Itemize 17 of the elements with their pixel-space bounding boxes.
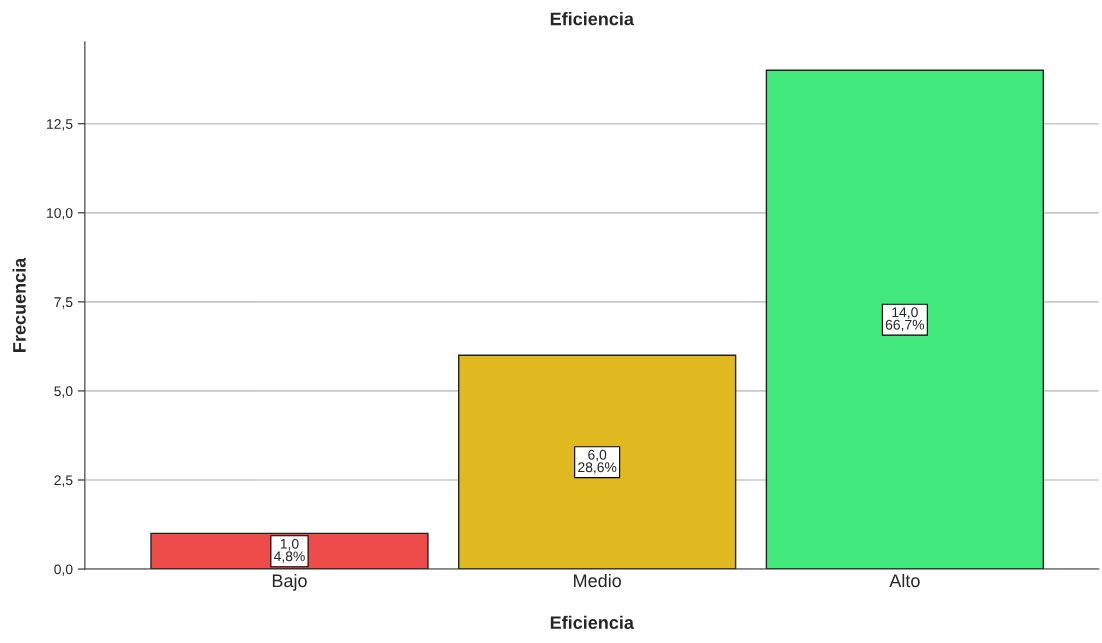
bar [458, 354, 737, 570]
y-tick-label: 2,5 [54, 475, 73, 487]
data-label: 14,0 66,7% [885, 307, 925, 332]
y-tick-label: 5,0 [54, 386, 73, 398]
y-axis-title: Frecuencia [12, 257, 26, 352]
x-axis-title: Eficiencia [550, 615, 635, 630]
y-tick-label: 12,5 [47, 119, 73, 131]
y-tick-label: 7,5 [54, 297, 73, 309]
chart-title: Eficiencia [550, 12, 635, 26]
x-tick-label: Medio [574, 573, 621, 588]
y-tick-label: 0,0 [54, 564, 73, 576]
x-tick-label: Bajo [272, 573, 307, 591]
y-tick-label: 10,0 [47, 208, 73, 220]
data-label: 6,0 28,6% [578, 449, 617, 474]
data-label: 1,0 4,8% [273, 538, 305, 563]
bar [765, 69, 1045, 570]
x-tick-label: Alto [889, 573, 920, 588]
